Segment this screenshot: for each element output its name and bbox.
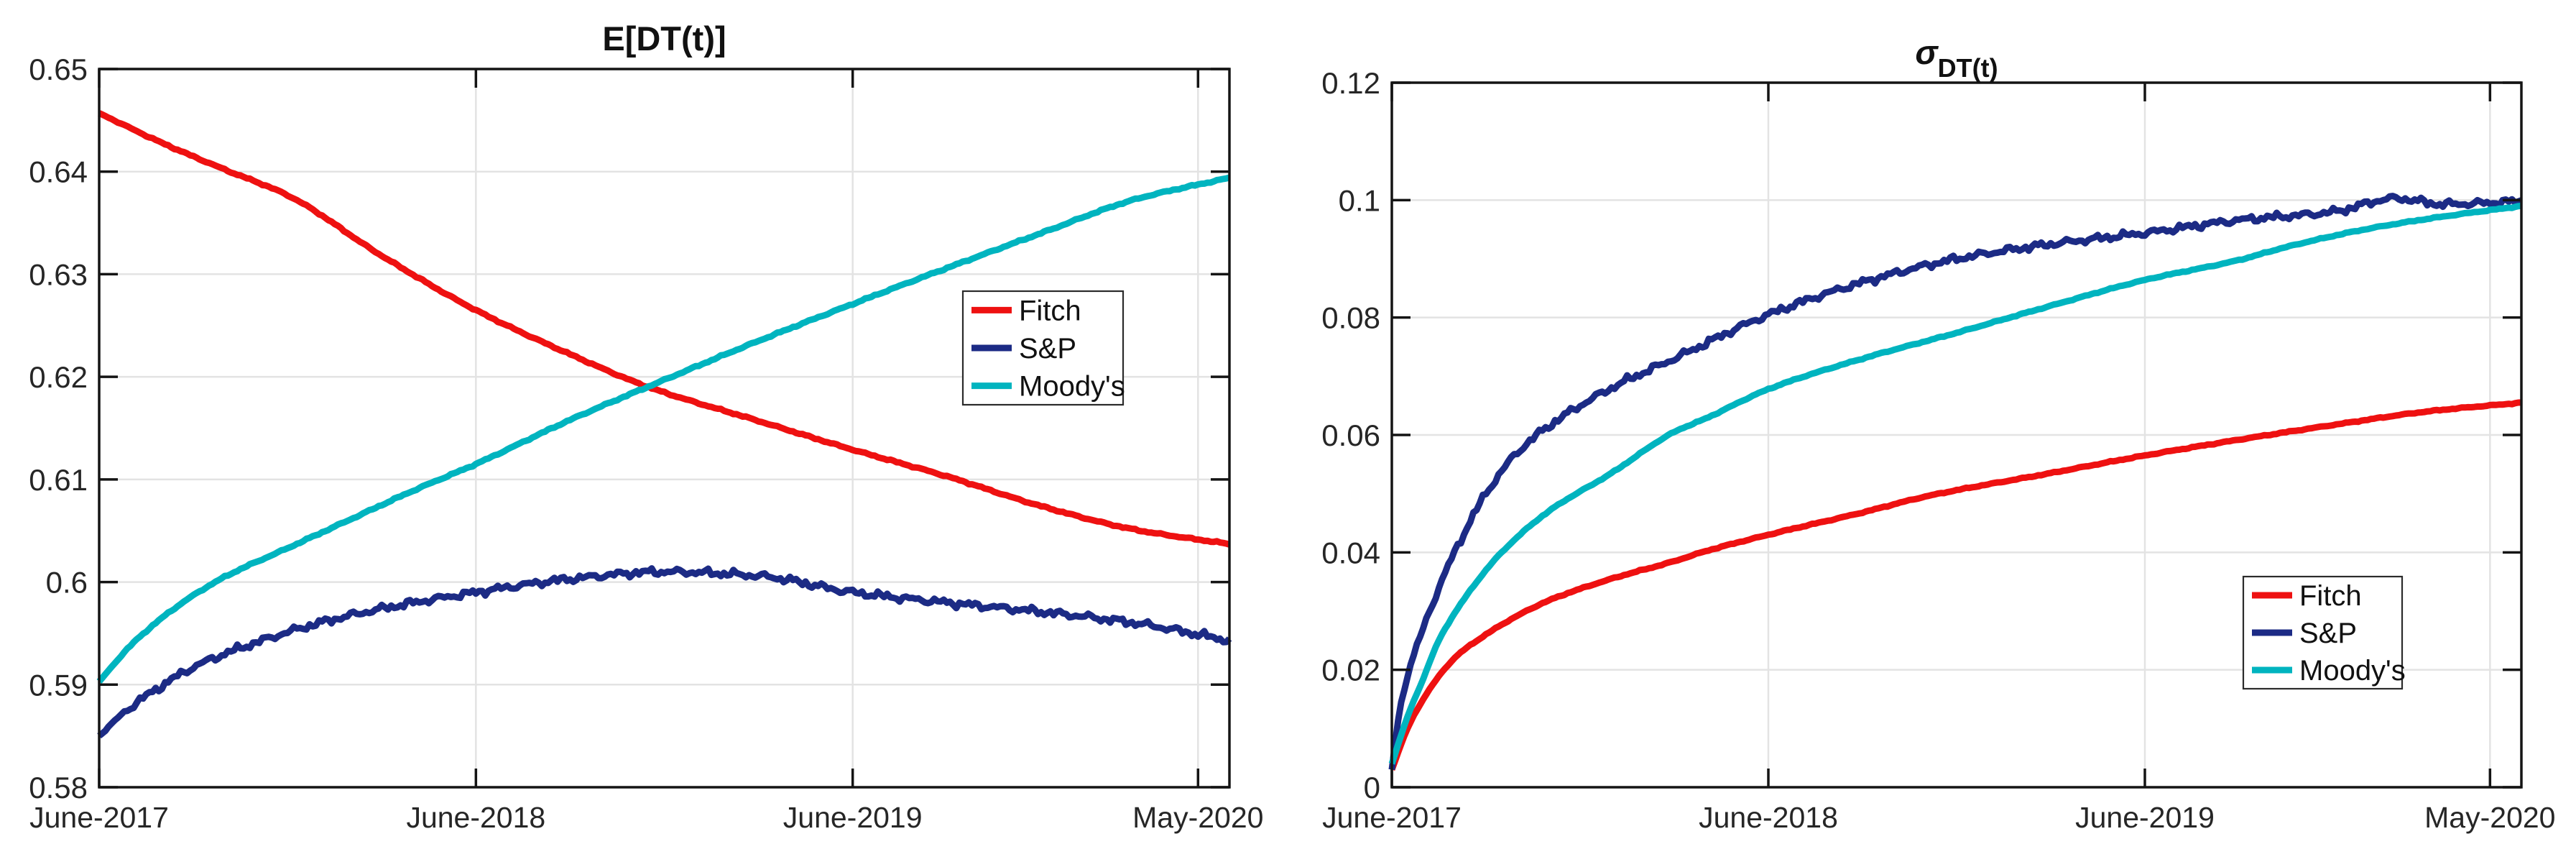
legend: Fitch S&P Moody's	[961, 290, 1125, 406]
series-line-moodys	[96, 174, 1231, 684]
y-tick-labels: 0.58 0.59 0.6 0.61 0.62 0.63 0.64 0.65	[29, 52, 88, 804]
chart-title: σDT(t)	[1915, 33, 1998, 83]
axes-box	[98, 68, 1231, 789]
x-tick-label: June-2018	[406, 801, 545, 834]
y-tick-labels: 0 0.02 0.04 0.06 0.08 0.1 0.12	[1321, 66, 1380, 804]
y-tick-label: 0.62	[29, 360, 88, 394]
tick-marks	[98, 68, 1229, 789]
tick-marks	[1390, 81, 2521, 789]
x-tick-label: June-2017	[1322, 801, 1462, 834]
legend-item-label: Moody's	[2299, 655, 2406, 687]
x-tick-labels: June-2017 June-2018 June-2019 May-2020	[29, 801, 1263, 834]
grid-lines	[99, 69, 1229, 787]
x-tick-label: June-2019	[2075, 801, 2215, 834]
x-tick-label: May-2020	[1132, 801, 1263, 834]
y-tick-label: 0.6	[46, 566, 88, 600]
series-line-moodys	[1388, 202, 2522, 765]
legend: Fitch S&P Moody's	[2242, 575, 2406, 690]
series-line-fitch	[1388, 399, 2522, 771]
y-tick-label: 0	[1364, 771, 1380, 804]
y-tick-label: 0.58	[29, 771, 88, 804]
series-line-sp	[1388, 193, 2523, 771]
chart-title: E[DT(t)]	[602, 19, 726, 58]
x-tick-label: June-2019	[783, 801, 923, 834]
series-line-fitch	[98, 110, 1231, 548]
y-tick-label: 0.1	[1339, 183, 1380, 217]
legend-item-label: S&P	[1019, 333, 1076, 364]
legend-item-label: Fitch	[2299, 580, 2362, 612]
y-tick-label: 0.12	[1321, 66, 1380, 100]
y-tick-label: 0.04	[1321, 536, 1380, 569]
legend-item-label: Moody's	[1019, 371, 1125, 403]
x-tick-label: June-2018	[1699, 801, 1838, 834]
left-chart-expected-dt: 0.58 0.59 0.6 0.61 0.62 0.63 0.64 0.65 June-2017…	[29, 19, 1263, 834]
legend-item-label: S&P	[2299, 618, 2357, 649]
series-curves	[1388, 193, 2523, 771]
x-tick-label: June-2017	[29, 801, 169, 834]
legend-item-label: Fitch	[1019, 295, 1081, 326]
y-tick-label: 0.08	[1321, 301, 1380, 335]
y-tick-label: 0.64	[29, 155, 88, 189]
y-tick-label: 0.65	[29, 52, 88, 86]
x-tick-labels: June-2017 June-2018 June-2019 May-2020	[1322, 801, 2555, 834]
y-tick-label: 0.02	[1321, 654, 1380, 687]
x-tick-label: May-2020	[2424, 801, 2555, 834]
y-tick-label: 0.59	[29, 668, 88, 702]
series-line-sp	[97, 565, 1232, 739]
y-tick-label: 0.63	[29, 257, 88, 291]
y-tick-label: 0.06	[1321, 418, 1380, 452]
series-curves	[96, 110, 1232, 739]
y-tick-label: 0.61	[29, 463, 88, 497]
